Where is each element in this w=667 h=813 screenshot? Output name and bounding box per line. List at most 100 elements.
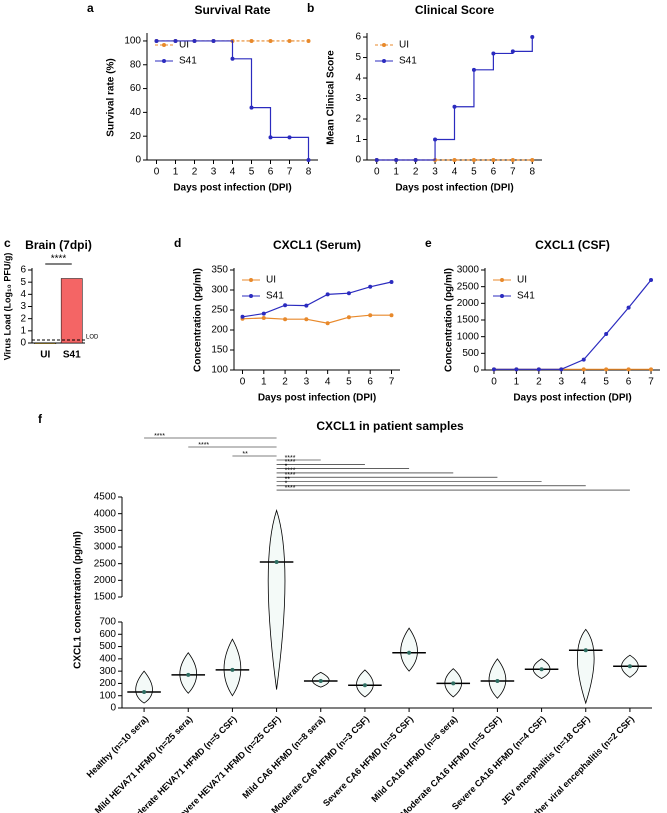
legend-label: S41 [179,56,197,67]
legend-marker [249,294,253,298]
x-tick-label: 5 [603,377,609,388]
x-tick-label: UI [40,350,50,361]
x-tick-label: 5 [346,377,352,388]
significance-label: **** [285,455,296,462]
y-tick-label: 3500 [94,525,117,536]
data-point [249,38,254,43]
violin [577,628,595,705]
panel-letter: b [307,1,314,15]
data-point [268,135,273,140]
data-point [510,49,515,54]
bar [34,342,57,345]
data-point [581,357,586,362]
median-dot [627,664,632,669]
y-tick-label: 0 [135,155,141,166]
y-tick-label: 2500 [94,558,117,569]
legend-label: S41 [399,56,417,67]
y-tick-label: 4000 [94,508,117,519]
y-tick-label: 150 [211,345,228,356]
data-point [346,291,351,296]
x-tick-label: 2 [282,377,288,388]
data-point [240,314,245,319]
significance-label: **** [51,254,67,265]
x-tick-label: 6 [626,377,632,388]
y-tick-label: 100 [211,365,228,376]
data-point [306,38,311,43]
significance-label: **** [198,442,209,449]
legend-label: UI [399,40,409,51]
x-tick-label: 4 [452,167,458,178]
y-tick-label: 6 [355,32,361,43]
median-dot [451,681,456,686]
legend-marker [162,43,166,47]
median-dot [539,667,544,672]
violin [400,627,418,672]
y-tick-label: 0 [355,155,361,166]
y-tick-label: 0 [473,365,479,376]
data-point [268,38,273,43]
data-point [368,313,373,318]
y-tick-label: 400 [99,653,116,664]
x-tick-label: 3 [304,377,310,388]
y-tick-label: 6 [20,265,26,276]
data-point [374,158,379,162]
y-tick-label: 3 [20,301,26,312]
chart-title: Clinical Score [415,3,495,17]
median-dot [230,667,235,672]
panel-letter: e [425,236,432,250]
data-point [491,158,496,162]
violin [267,509,286,690]
y-tick-label: 1000 [457,331,480,342]
panel-letter: d [174,236,181,250]
data-point [626,367,631,372]
x-tick-label: JEV encephalitis (n=18 CSF) [499,714,592,807]
data-point [325,321,330,326]
x-tick-label: 0 [240,377,246,388]
x-tick-label: Mild HEVA71 HFMD (n=25 sera) [93,714,195,813]
y-tick-label: 2000 [457,298,480,309]
data-point [346,315,351,320]
median-dot [142,690,147,695]
significance-label: ** [285,476,291,483]
y-axis-label: CXCL1 concentration (pg/ml) [73,531,84,669]
y-tick-label: 500 [99,641,116,652]
y-axis-label: Concentration (pg/ml) [193,268,204,372]
x-tick-label: 4 [581,377,587,388]
legend-label: UI [517,275,527,286]
significance-label: * [285,481,288,488]
data-point [649,278,654,282]
data-point [491,51,496,56]
chart-title: CXCL1 in patient samples [316,419,464,433]
chart-title: CXCL1 (CSF) [535,238,610,252]
data-point [261,316,266,320]
x-axis-label: Days post infection (DPI) [395,183,513,194]
y-tick-label: 0 [110,703,116,714]
y-tick-label: 2 [20,313,26,324]
significance-label: **** [285,472,296,479]
x-tick-label: 7 [648,377,654,388]
y-axis-label: Concentration (pg/ml) [444,268,455,372]
data-point [471,158,476,162]
x-tick-label: 7 [287,167,293,178]
y-tick-label: 700 [99,617,116,628]
data-point [581,367,586,372]
y-tick-label: 4 [20,289,26,300]
violin [223,638,242,697]
x-tick-label: 0 [491,377,497,388]
y-tick-label: 2000 [94,575,117,586]
legend-label: S41 [517,291,535,302]
legend-marker [500,294,504,298]
data-point [287,135,292,140]
series-line [493,279,652,370]
legend-label: UI [266,275,276,286]
data-point [230,56,235,61]
y-tick-label: 3 [355,93,361,104]
y-tick-label: 250 [211,305,228,316]
y-tick-label: 2 [355,114,361,125]
y-tick-label: 100 [99,690,116,701]
y-tick-label: 2500 [457,281,480,292]
y-tick-label: 20 [130,131,142,142]
chart-title: Brain (7dpi) [25,238,92,252]
y-tick-label: 300 [99,666,116,677]
x-tick-label: 0 [374,167,380,178]
